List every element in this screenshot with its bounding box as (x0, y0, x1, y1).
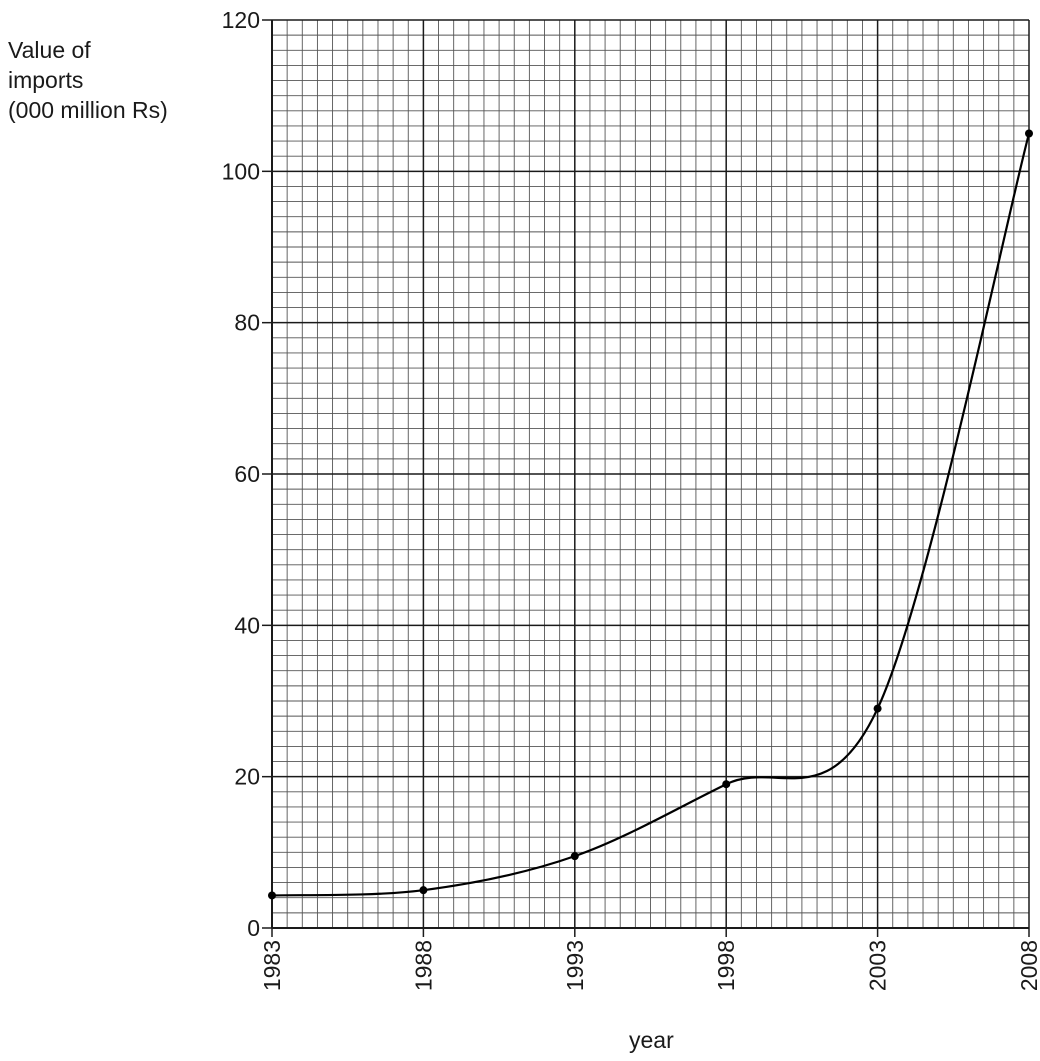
y-tick-label: 120 (222, 7, 260, 33)
y-tick-label: 20 (234, 764, 260, 790)
x-tick-label: 1988 (410, 940, 436, 991)
data-point (268, 891, 276, 900)
major-grid (271, 19, 1030, 929)
data-point (722, 780, 731, 789)
x-tick-label: 1998 (713, 940, 739, 991)
y-tick-label: 60 (234, 461, 260, 487)
y-tick-label: 80 (234, 310, 260, 336)
series (268, 129, 1033, 900)
data-point (1025, 129, 1033, 138)
x-axis-label: year (629, 1027, 674, 1053)
data-point (419, 886, 428, 895)
y-tick-labels: 0 20 40 60 80 100 120 (222, 7, 272, 941)
y-axis-label-line-1: Value of (8, 37, 91, 63)
x-tick-label: 1993 (562, 940, 588, 991)
y-tick-label: 0 (247, 915, 260, 941)
y-tick-label: 100 (222, 158, 260, 184)
y-axis-label-line-3: (000 million Rs) (8, 97, 168, 123)
x-tick-label: 1983 (259, 940, 285, 991)
y-axis-label-line-2: imports (8, 67, 84, 93)
x-tick-labels: 1983 1988 1993 1998 2003 2008 (259, 928, 1040, 991)
data-point (873, 704, 882, 713)
data-point (570, 852, 579, 861)
x-tick-label: 2008 (1016, 940, 1040, 991)
x-tick-label: 2003 (865, 940, 891, 991)
y-tick-label: 40 (234, 612, 260, 638)
